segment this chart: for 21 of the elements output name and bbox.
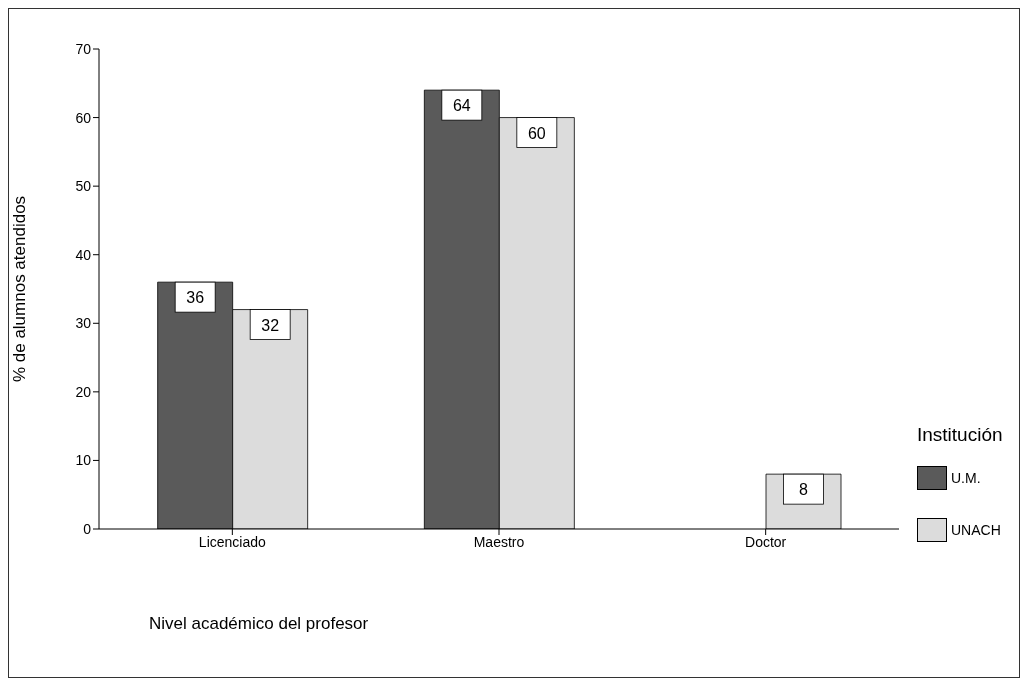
x-tick-label: Doctor: [745, 533, 787, 550]
y-tick-label: 70: [75, 40, 92, 57]
data-label: 36: [186, 289, 205, 307]
x-tick-label: Licenciado: [198, 533, 267, 550]
y-tick-label: 10: [75, 452, 92, 469]
y-tick-label: 0: [83, 520, 92, 537]
x-axis-title: Nivel académico del profesor: [149, 614, 369, 634]
y-tick-label: 30: [75, 315, 92, 332]
y-axis-title: % de alumnos atendidos: [10, 195, 30, 383]
y-tick-label: 60: [75, 109, 92, 126]
data-label: 60: [527, 124, 546, 142]
y-tick-label: 20: [75, 383, 92, 400]
data-label: 8: [799, 481, 809, 499]
legend-label: UNACH: [950, 521, 1002, 540]
y-tick-label: 40: [75, 246, 92, 263]
data-label: 32: [261, 316, 280, 334]
data-label: 64: [452, 97, 471, 115]
legend-title: Institución: [917, 424, 1003, 446]
x-tick-label: Maestro: [473, 533, 525, 550]
legend-label: U.M.: [950, 469, 982, 488]
y-tick-label: 50: [75, 178, 92, 195]
